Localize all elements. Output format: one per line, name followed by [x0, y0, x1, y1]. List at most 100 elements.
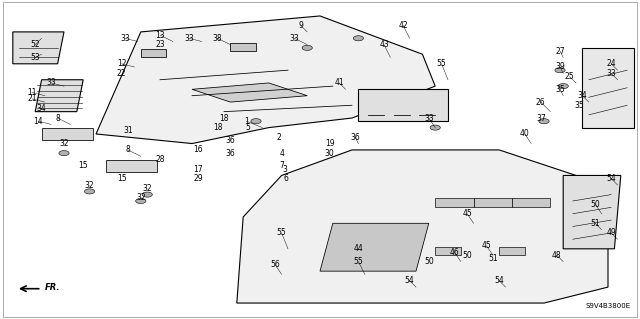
- Text: 28: 28: [156, 155, 164, 164]
- Circle shape: [142, 192, 152, 197]
- Circle shape: [555, 68, 565, 73]
- Bar: [435, 247, 461, 255]
- Text: 23: 23: [155, 40, 165, 49]
- Text: 5: 5: [245, 123, 250, 132]
- Bar: [230, 43, 256, 51]
- Text: 31: 31: [123, 126, 133, 135]
- Text: 29: 29: [193, 174, 204, 183]
- Text: 40: 40: [520, 130, 530, 138]
- Polygon shape: [192, 83, 307, 102]
- Text: 33: 33: [606, 69, 616, 78]
- Text: 36: 36: [225, 149, 236, 158]
- Text: 55: 55: [353, 257, 364, 266]
- Text: 55: 55: [436, 59, 447, 68]
- Text: 25: 25: [564, 72, 575, 81]
- Text: 32: 32: [136, 193, 146, 202]
- Circle shape: [430, 125, 440, 130]
- Polygon shape: [237, 150, 608, 303]
- Text: 3: 3: [282, 165, 287, 174]
- Text: 12: 12: [117, 59, 126, 68]
- Text: 54: 54: [494, 276, 504, 285]
- Polygon shape: [13, 32, 64, 64]
- Text: 34: 34: [36, 104, 47, 113]
- Circle shape: [558, 84, 568, 89]
- Text: 18: 18: [220, 114, 228, 122]
- Text: 38: 38: [212, 34, 223, 43]
- Bar: [106, 160, 157, 172]
- Text: 33: 33: [289, 34, 300, 43]
- Text: 13: 13: [155, 31, 165, 40]
- Circle shape: [353, 36, 364, 41]
- Text: 11: 11: [28, 88, 36, 97]
- Text: 49: 49: [606, 228, 616, 237]
- Polygon shape: [96, 16, 435, 144]
- Text: 15: 15: [78, 161, 88, 170]
- Text: 24: 24: [606, 59, 616, 68]
- Text: 51: 51: [590, 219, 600, 228]
- Text: 7: 7: [279, 161, 284, 170]
- Bar: [42, 128, 93, 140]
- Text: 46: 46: [449, 248, 460, 256]
- Text: 18: 18: [213, 123, 222, 132]
- Text: 50: 50: [590, 200, 600, 209]
- Bar: [141, 49, 166, 57]
- Text: 33: 33: [120, 34, 130, 43]
- Text: 19: 19: [324, 139, 335, 148]
- Text: 39: 39: [555, 63, 565, 71]
- Text: 54: 54: [606, 174, 616, 183]
- Text: 45: 45: [481, 241, 492, 250]
- Circle shape: [136, 198, 146, 204]
- Bar: [499, 247, 525, 255]
- Text: 45: 45: [462, 209, 472, 218]
- Text: 8: 8: [125, 145, 131, 154]
- Text: 35: 35: [574, 101, 584, 110]
- Text: 16: 16: [193, 145, 204, 154]
- Text: 21: 21: [28, 94, 36, 103]
- Text: 15: 15: [116, 174, 127, 183]
- Text: 30: 30: [324, 149, 335, 158]
- Text: 36: 36: [350, 133, 360, 142]
- Text: 42: 42: [398, 21, 408, 30]
- Text: 32: 32: [84, 181, 95, 189]
- Text: 50: 50: [462, 251, 472, 260]
- Text: 35: 35: [555, 85, 565, 94]
- Text: 17: 17: [193, 165, 204, 174]
- Text: 32: 32: [142, 184, 152, 193]
- Text: 32: 32: [59, 139, 69, 148]
- Text: 2: 2: [276, 133, 281, 142]
- Text: 8: 8: [55, 114, 60, 122]
- Text: 53: 53: [30, 53, 40, 62]
- Circle shape: [59, 151, 69, 156]
- Text: 56: 56: [270, 260, 280, 269]
- Text: 33: 33: [424, 114, 434, 122]
- Bar: [512, 198, 550, 207]
- Text: 22: 22: [117, 69, 126, 78]
- Polygon shape: [582, 48, 634, 128]
- Text: 9: 9: [298, 21, 303, 30]
- Text: S9V4B3800E: S9V4B3800E: [585, 303, 630, 309]
- Circle shape: [84, 189, 95, 194]
- Text: 50: 50: [424, 257, 434, 266]
- Text: 51: 51: [488, 254, 498, 263]
- Text: 52: 52: [30, 40, 40, 49]
- Polygon shape: [563, 175, 621, 249]
- Text: 37: 37: [536, 114, 546, 122]
- Text: 41: 41: [334, 78, 344, 87]
- Text: 26: 26: [536, 98, 546, 107]
- Text: 43: 43: [379, 40, 389, 49]
- Text: 44: 44: [353, 244, 364, 253]
- Bar: [474, 198, 512, 207]
- Text: 33: 33: [184, 34, 194, 43]
- Polygon shape: [35, 80, 83, 112]
- Circle shape: [251, 119, 261, 124]
- Text: 54: 54: [404, 276, 415, 285]
- Bar: [435, 198, 474, 207]
- Text: 6: 6: [284, 174, 289, 183]
- Text: 48: 48: [552, 251, 562, 260]
- Text: 34: 34: [577, 91, 588, 100]
- Text: 27: 27: [555, 47, 565, 56]
- Text: 4: 4: [279, 149, 284, 158]
- Text: 55: 55: [276, 228, 287, 237]
- Circle shape: [302, 45, 312, 50]
- Text: 14: 14: [33, 117, 44, 126]
